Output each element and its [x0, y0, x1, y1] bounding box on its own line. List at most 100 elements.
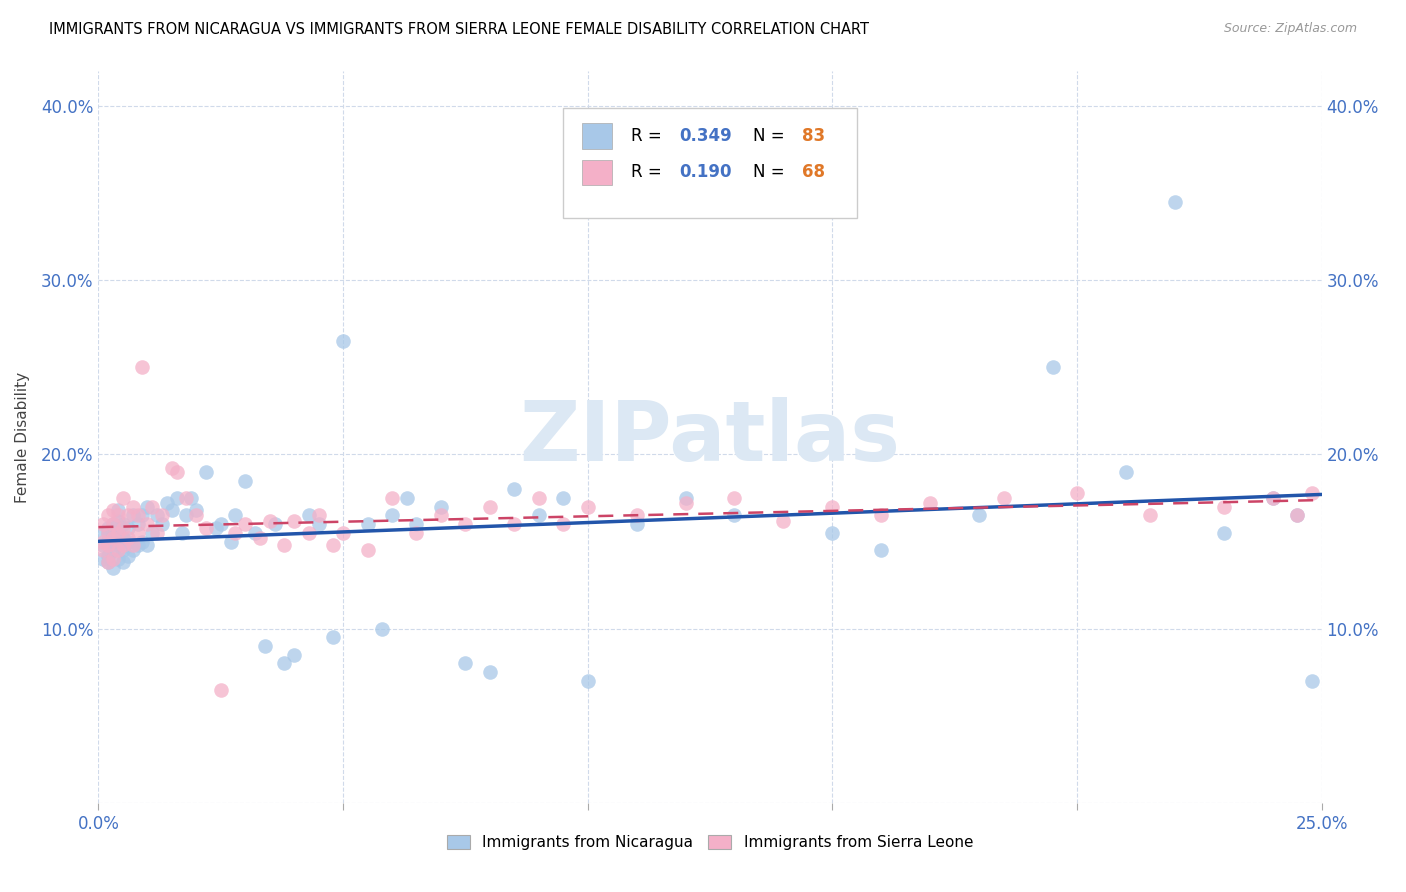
Point — [101, 517, 124, 532]
Point — [576, 500, 599, 514]
Point — [141, 525, 163, 540]
Point — [224, 525, 246, 540]
Point — [723, 508, 745, 523]
Point — [91, 552, 114, 566]
Point — [101, 543, 124, 558]
Point — [97, 508, 120, 523]
Point — [141, 500, 163, 514]
Point — [233, 517, 256, 532]
Point — [233, 474, 256, 488]
Point — [967, 508, 990, 523]
Text: 83: 83 — [801, 127, 825, 145]
Point — [259, 514, 281, 528]
Point — [195, 521, 218, 535]
Point — [117, 508, 139, 523]
Point — [117, 534, 139, 549]
Point — [454, 517, 477, 532]
Point — [243, 525, 266, 540]
Point — [283, 648, 305, 662]
Point — [101, 560, 124, 574]
Point — [97, 549, 120, 563]
Point — [186, 503, 208, 517]
Point — [405, 525, 427, 540]
Point — [160, 503, 183, 517]
Point — [356, 517, 378, 532]
Point — [405, 517, 427, 532]
Point — [91, 538, 114, 552]
Point — [675, 491, 697, 505]
Point — [180, 491, 202, 505]
Point — [97, 521, 120, 535]
Point — [121, 508, 143, 523]
Point — [205, 521, 228, 535]
Point — [111, 491, 134, 505]
Point — [1212, 525, 1234, 540]
Point — [150, 517, 173, 532]
Point — [97, 534, 120, 549]
Point — [332, 525, 354, 540]
Point — [136, 538, 159, 552]
Point — [111, 531, 134, 545]
Point — [430, 500, 453, 514]
Point — [195, 465, 218, 479]
Point — [209, 517, 232, 532]
Point — [772, 514, 794, 528]
Point — [97, 538, 120, 552]
Point — [91, 543, 114, 558]
Point — [91, 517, 114, 532]
Point — [1066, 485, 1088, 500]
Point — [553, 491, 575, 505]
Point — [101, 503, 124, 517]
Text: 0.190: 0.190 — [679, 163, 733, 181]
Point — [97, 525, 120, 540]
Point — [121, 500, 143, 514]
Point — [166, 465, 188, 479]
Point — [101, 534, 124, 549]
Point — [131, 508, 153, 523]
Point — [527, 491, 550, 505]
Point — [503, 483, 526, 497]
Point — [170, 525, 193, 540]
Point — [107, 543, 129, 558]
Point — [136, 500, 159, 514]
Point — [478, 665, 501, 680]
Point — [503, 517, 526, 532]
Point — [101, 525, 124, 540]
Text: 0.349: 0.349 — [679, 127, 733, 145]
Point — [121, 538, 143, 552]
Text: 68: 68 — [801, 163, 825, 181]
Point — [101, 517, 124, 532]
Point — [224, 508, 246, 523]
Point — [381, 491, 404, 505]
Point — [273, 538, 295, 552]
Point — [176, 491, 198, 505]
Point — [298, 508, 321, 523]
Text: IMMIGRANTS FROM NICARAGUA VS IMMIGRANTS FROM SIERRA LEONE FEMALE DISABILITY CORR: IMMIGRANTS FROM NICARAGUA VS IMMIGRANTS … — [49, 22, 869, 37]
Point — [127, 508, 149, 523]
Point — [131, 360, 153, 375]
Point — [107, 552, 129, 566]
Point — [186, 508, 208, 523]
Point — [1301, 485, 1323, 500]
Point — [675, 496, 697, 510]
Point — [97, 525, 120, 540]
Point — [107, 508, 129, 523]
Point — [1261, 491, 1284, 505]
Point — [131, 534, 153, 549]
Point — [298, 525, 321, 540]
Point — [381, 508, 404, 523]
Point — [430, 508, 453, 523]
Point — [127, 525, 149, 540]
Point — [107, 538, 129, 552]
Point — [107, 514, 129, 528]
Point — [111, 556, 134, 570]
Point — [626, 517, 648, 532]
Point — [91, 534, 114, 549]
Point — [1286, 508, 1309, 523]
Point — [156, 496, 179, 510]
Point — [454, 657, 477, 671]
Point — [332, 334, 354, 349]
Point — [308, 508, 330, 523]
Text: N =: N = — [752, 127, 790, 145]
Point — [1301, 673, 1323, 688]
